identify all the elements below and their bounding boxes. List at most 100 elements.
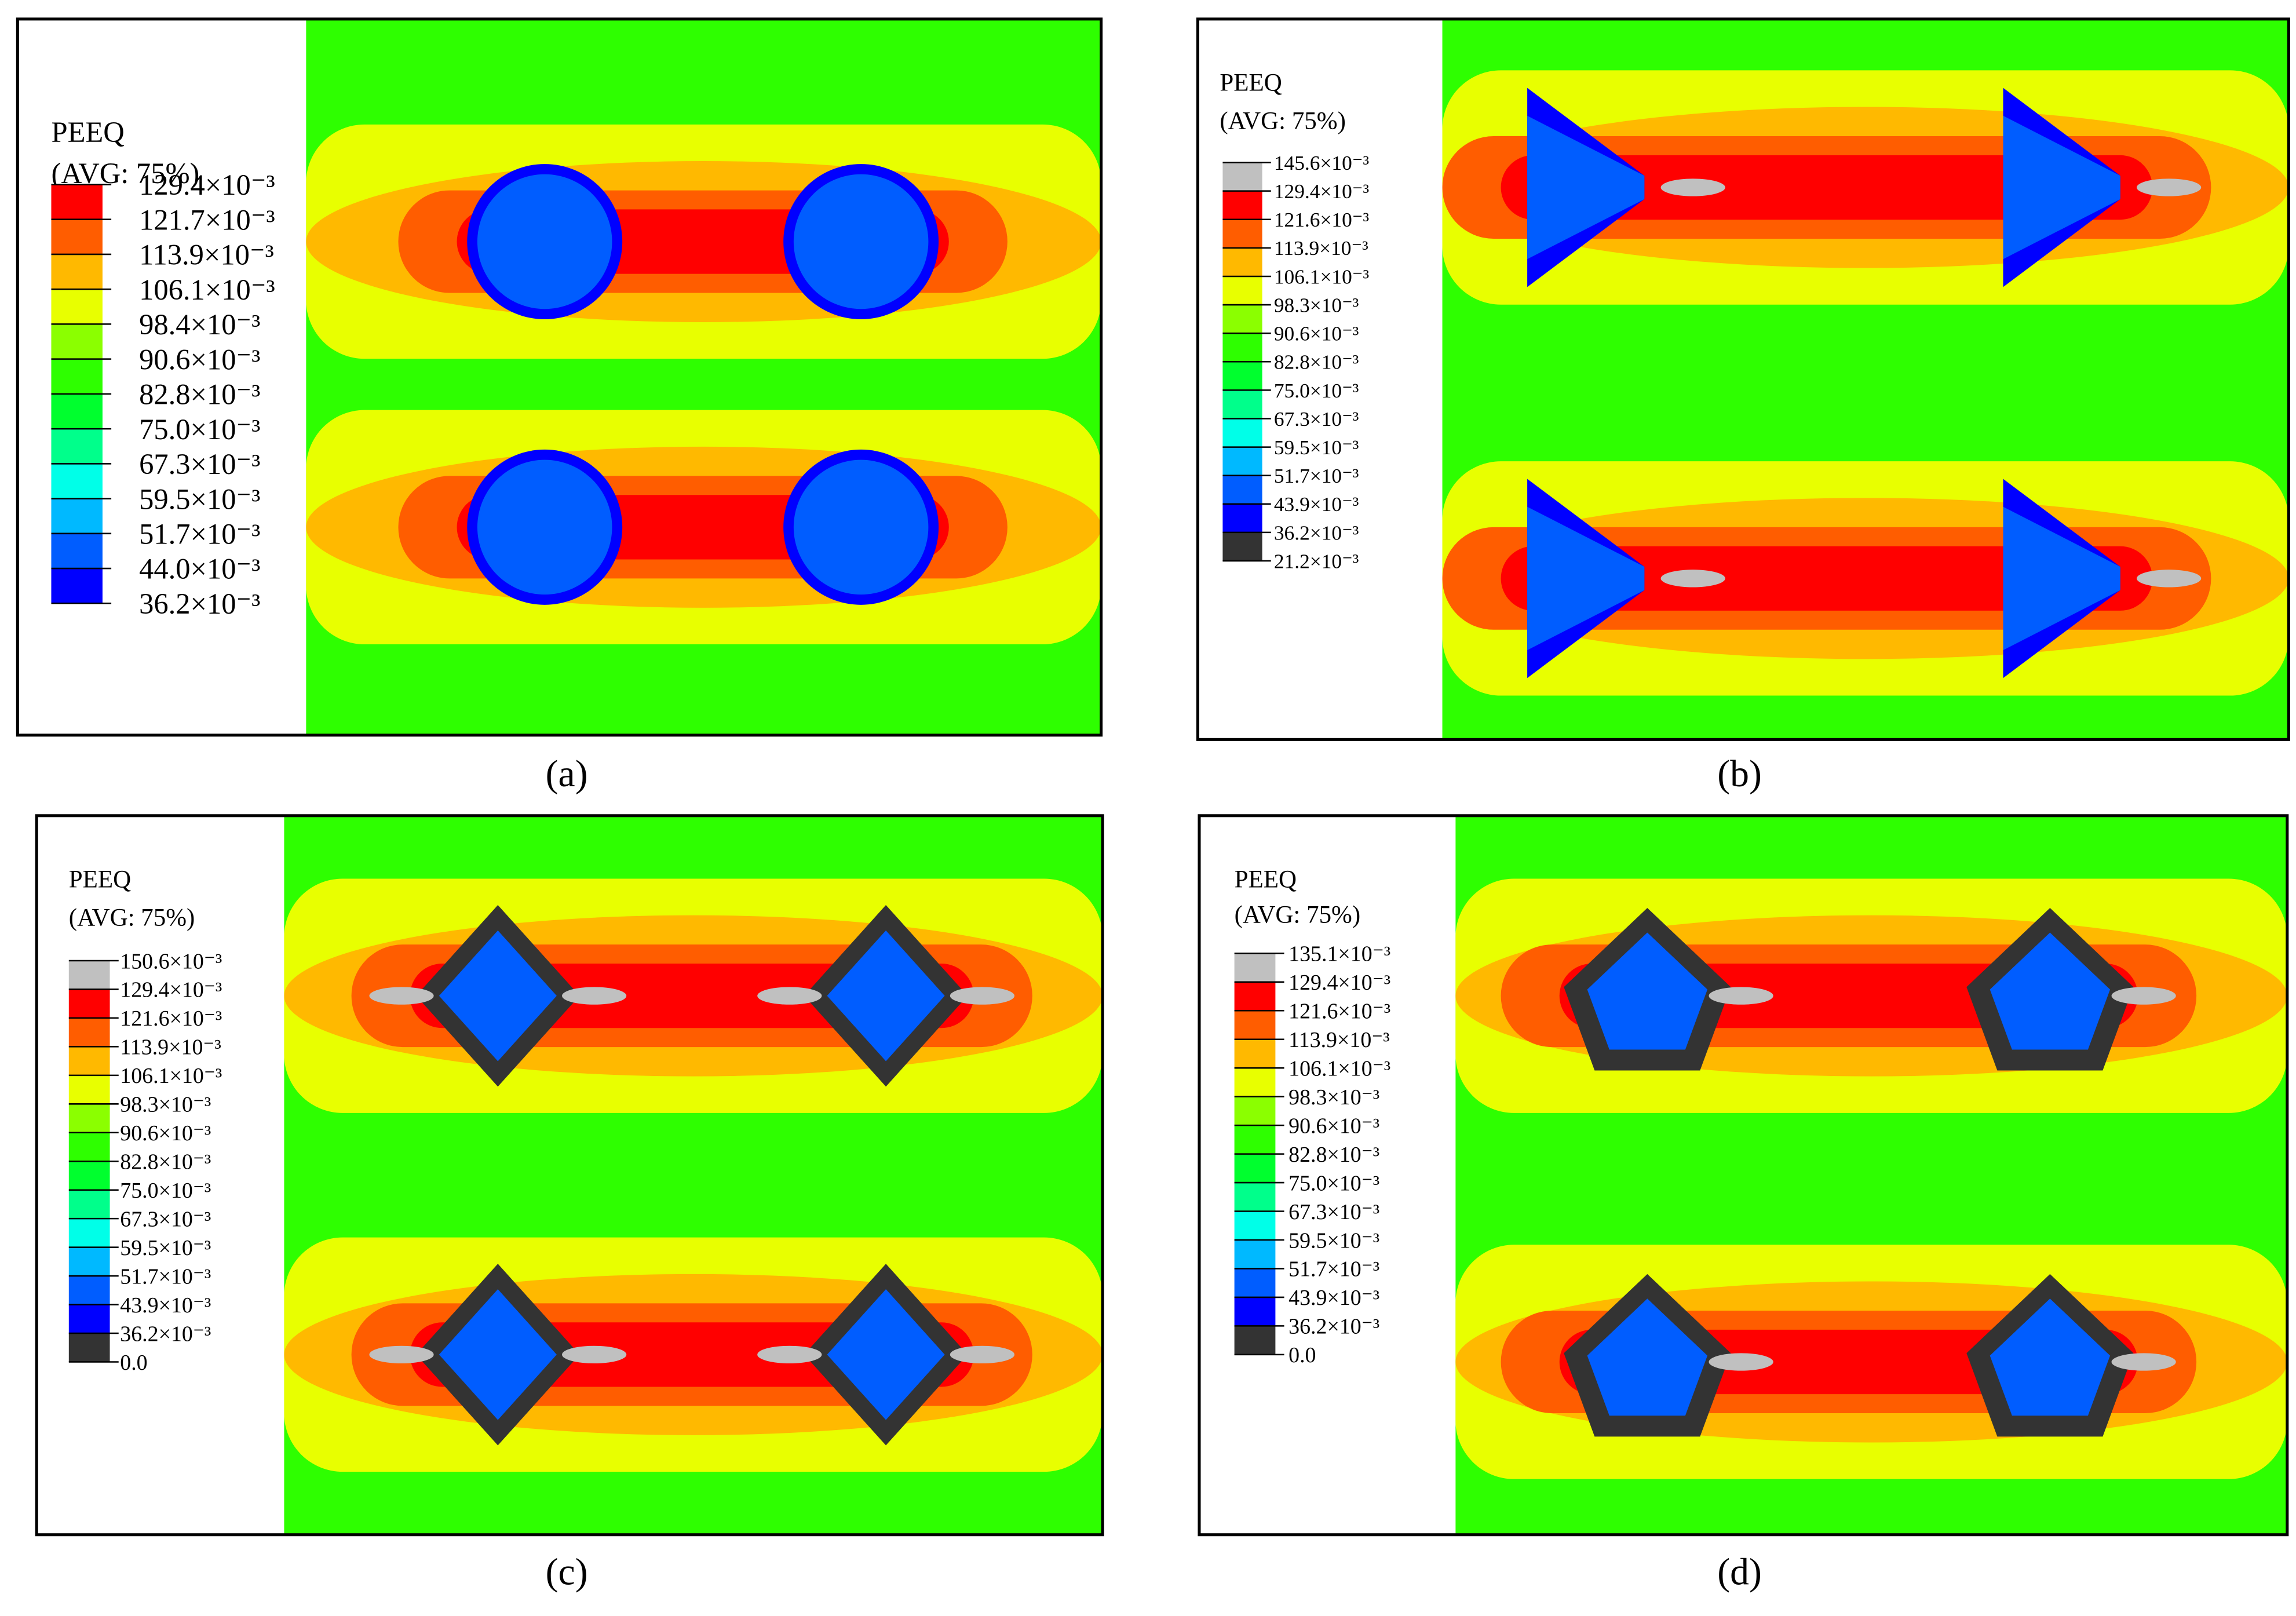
legend-swatch (51, 289, 103, 324)
legend-label: 98.3×10⁻³ (120, 1093, 211, 1117)
hole-tip (2137, 570, 2202, 588)
legend-swatch (1222, 305, 1262, 334)
legend-swatch (68, 1190, 110, 1219)
legend-swatch (1234, 1268, 1276, 1297)
hole-tip (1709, 987, 1773, 1005)
legend-swatch (68, 1333, 110, 1362)
legend-label: 43.9×10⁻³ (120, 1293, 211, 1318)
hole-tip (2111, 987, 2176, 1005)
legend-label: 90.6×10⁻³ (120, 1121, 211, 1146)
legend-swatch (51, 184, 103, 220)
legend-subtitle: (AVG: 75%) (1235, 901, 1361, 928)
contour-plot (1455, 815, 2287, 1535)
legend-swatch (51, 533, 103, 569)
caption: (d) (1717, 1551, 1762, 1593)
panel: PEEQ (AVG: 75%) 150.6×10⁻³ 129.4×10⁻³ 121.6×… (35, 814, 1104, 1593)
legend-label: 75.0×10⁻³ (1274, 379, 1359, 402)
legend-label: 98.3×10⁻³ (1274, 293, 1359, 316)
panel: PEEQ (AVG: 75%) 135.1×10⁻³ 129.4×10⁻³ 121.6×… (1198, 814, 2289, 1593)
legend-swatch (1234, 953, 1276, 982)
hole-tip (562, 987, 627, 1005)
legend-swatch (1222, 418, 1262, 447)
legend-label: 75.0×10⁻³ (139, 413, 260, 446)
legend-label: 135.1×10⁻³ (1288, 942, 1390, 966)
legend-swatch (1222, 390, 1262, 419)
legend-swatch (1222, 362, 1262, 391)
legend-label: 59.5×10⁻³ (139, 483, 260, 515)
legend-label: 129.4×10⁻³ (1288, 971, 1390, 995)
hole-tip (369, 1345, 434, 1364)
legend-title: PEEQ (1220, 70, 1282, 97)
hole (827, 930, 945, 1061)
legend-label: 44.0×10⁻³ (139, 553, 260, 585)
legend-label: 82.8×10⁻³ (120, 1150, 211, 1174)
contour-plot (1442, 19, 2289, 740)
caption: (b) (1717, 753, 1762, 795)
legend-swatch (1222, 447, 1262, 476)
hole (1587, 932, 1708, 1050)
legend-label: 67.3×10⁻³ (120, 1207, 211, 1231)
contour-band (1501, 546, 2153, 611)
hole (1527, 506, 1645, 651)
legend-label: 51.7×10⁻³ (120, 1264, 211, 1289)
legend-swatch (1222, 532, 1262, 561)
legend-label: 82.8×10⁻³ (1274, 351, 1359, 374)
legend-label: 67.3×10⁻³ (1274, 407, 1359, 431)
hole-tip (950, 987, 1014, 1005)
legend-label: 145.6×10⁻³ (1274, 151, 1369, 174)
legend-swatch (68, 1104, 110, 1133)
legend-label: 43.9×10⁻³ (1288, 1286, 1379, 1310)
legend-label: 121.6×10⁻³ (120, 1006, 222, 1031)
legend-swatch (1234, 1039, 1276, 1068)
legend-label: 90.6×10⁻³ (1274, 322, 1359, 345)
hole-tip (2137, 178, 2202, 196)
legend-swatch (1222, 333, 1262, 362)
legend-label: 36.2×10⁻³ (1274, 521, 1359, 544)
legend-label: 75.0×10⁻³ (120, 1179, 211, 1203)
hole-tip (562, 1345, 627, 1364)
caption: (a) (546, 753, 588, 795)
legend-swatch (68, 989, 110, 1018)
legend-label: 113.9×10⁻³ (120, 1035, 221, 1060)
legend-swatch (1234, 1096, 1276, 1126)
legend-label: 51.7×10⁻³ (1288, 1257, 1379, 1282)
legend-label: 90.6×10⁻³ (1288, 1114, 1379, 1138)
contour-plot (306, 19, 1101, 735)
legend-label: 67.3×10⁻³ (139, 448, 260, 480)
panel: PEEQ(AVG: 75%)129.4×10⁻³121.7×10⁻³113.9×… (16, 17, 1103, 795)
panel-frame (1196, 17, 2290, 741)
legend-swatch (68, 1075, 110, 1104)
legend-swatch (68, 1046, 110, 1075)
hole (1990, 932, 2111, 1050)
legend-label: 106.1×10⁻³ (1274, 265, 1369, 288)
legend-label: 0.0 (120, 1351, 147, 1375)
legend-label: 51.7×10⁻³ (139, 518, 260, 550)
legend-swatch (1234, 1211, 1276, 1240)
legend-swatch (1222, 276, 1262, 305)
legend-swatch (51, 254, 103, 290)
hole-tip (1709, 1353, 1773, 1371)
hole-tip (1660, 178, 1725, 196)
legend-swatch (1222, 191, 1262, 220)
legend-label: 121.7×10⁻³ (139, 203, 275, 236)
legend-swatch (1234, 1239, 1276, 1269)
legend-swatch (51, 324, 103, 359)
caption: (c) (546, 1551, 588, 1593)
panel-frame (1198, 814, 2289, 1537)
legend-swatch (1222, 475, 1262, 504)
hole (1990, 1298, 2111, 1416)
legend-label: 0.0 (1288, 1343, 1316, 1367)
legend-label: 113.9×10⁻³ (139, 239, 274, 271)
hole-tip (757, 1345, 822, 1364)
legend-swatch (1234, 982, 1276, 1011)
legend-swatch (68, 1161, 110, 1190)
legend-swatch (1234, 1125, 1276, 1154)
panel: PEEQ (AVG: 75%) 145.6×10⁻³ 129.4×10⁻³ 121.6×… (1196, 17, 2290, 795)
legend-label: 98.3×10⁻³ (1288, 1085, 1379, 1110)
legend-swatch (1234, 1068, 1276, 1097)
legend-swatch (68, 960, 110, 990)
legend-swatch (51, 359, 103, 394)
legend-label: 106.1×10⁻³ (1288, 1056, 1390, 1081)
legend-swatch (68, 1276, 110, 1305)
